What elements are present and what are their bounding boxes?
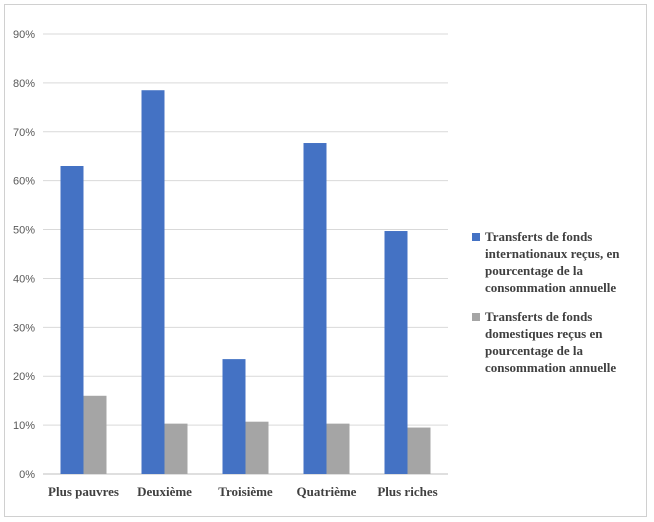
y-tick-label: 60% bbox=[13, 176, 35, 188]
y-tick-label: 20% bbox=[13, 371, 35, 383]
y-tick-label: 0% bbox=[19, 469, 35, 481]
x-tick-label: Plus pauvres bbox=[48, 484, 119, 499]
bar-domestic bbox=[83, 395, 107, 474]
legend-swatch-domestic bbox=[472, 313, 480, 321]
x-tick-label: Quatrième bbox=[297, 484, 357, 499]
y-tick-label: 10% bbox=[13, 420, 35, 432]
bar-international bbox=[384, 231, 408, 474]
y-tick-label: 30% bbox=[13, 322, 35, 334]
bar-international bbox=[303, 143, 327, 474]
y-tick-label: 70% bbox=[13, 127, 35, 139]
legend-item-international: Transferts de fonds internationaux reçus… bbox=[472, 228, 647, 296]
bar-domestic bbox=[245, 421, 269, 474]
bar-domestic bbox=[326, 423, 350, 474]
x-tick-label: Troisième bbox=[218, 484, 273, 499]
x-tick-label: Plus riches bbox=[377, 484, 437, 499]
y-tick-label: 40% bbox=[13, 273, 35, 285]
legend-label-domestic: Transferts de fonds domestiques reçus en… bbox=[485, 309, 617, 375]
legend-label-international: Transferts de fonds internationaux reçus… bbox=[485, 229, 620, 295]
legend-item-domestic: Transferts de fonds domestiques reçus en… bbox=[472, 308, 647, 376]
bar-international bbox=[222, 359, 246, 474]
y-tick-label: 80% bbox=[13, 78, 35, 90]
bar-domestic bbox=[407, 427, 431, 474]
y-tick-label: 50% bbox=[13, 225, 35, 237]
bar-international bbox=[60, 166, 84, 474]
y-tick-label: 90% bbox=[13, 29, 35, 41]
legend-swatch-international bbox=[472, 233, 480, 241]
chart-legend: Transferts de fonds internationaux reçus… bbox=[472, 228, 647, 388]
x-tick-label: Deuxième bbox=[137, 484, 192, 499]
bar-international bbox=[141, 90, 165, 474]
bar-domestic bbox=[164, 423, 188, 474]
